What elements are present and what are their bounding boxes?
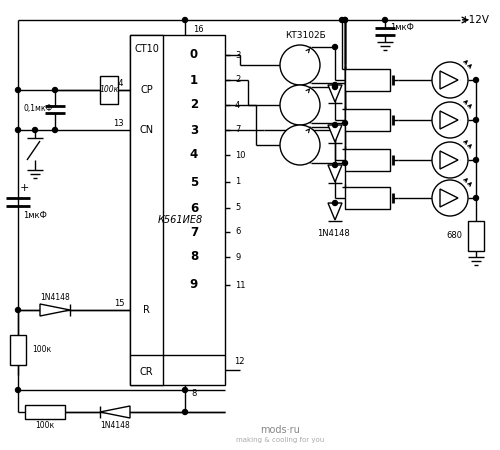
Circle shape [342, 121, 347, 126]
Text: 6: 6 [235, 228, 240, 237]
Circle shape [432, 142, 468, 178]
Text: 13: 13 [114, 118, 124, 127]
Text: К561ИЕ8: К561ИЕ8 [158, 215, 203, 225]
Bar [345, 69, 390, 91]
Text: 1: 1 [235, 177, 240, 186]
Text: 8: 8 [190, 251, 198, 264]
Text: 1N4148: 1N4148 [100, 420, 130, 429]
Circle shape [432, 102, 468, 138]
Text: 2: 2 [190, 99, 198, 112]
Circle shape [342, 161, 347, 166]
Circle shape [332, 201, 338, 206]
Text: 1мкФ: 1мкФ [390, 23, 414, 32]
Text: 100к: 100к [32, 346, 52, 355]
Circle shape [32, 127, 38, 132]
Text: 100к: 100к [100, 86, 118, 94]
Polygon shape [328, 165, 342, 182]
Text: 9: 9 [190, 279, 198, 292]
Polygon shape [328, 125, 342, 142]
Circle shape [332, 162, 338, 167]
Text: CN: CN [140, 125, 153, 135]
Text: 10: 10 [235, 150, 246, 159]
Text: 9: 9 [235, 252, 240, 261]
Circle shape [52, 87, 58, 93]
Text: 11: 11 [235, 280, 246, 289]
Text: 14: 14 [114, 78, 124, 87]
Text: 7: 7 [235, 126, 240, 135]
Text: 16: 16 [193, 26, 203, 35]
Circle shape [340, 18, 344, 22]
Text: 1N4148: 1N4148 [40, 293, 70, 302]
Bar [130, 35, 163, 385]
Bar [100, 76, 118, 104]
Bar [345, 109, 390, 131]
Polygon shape [328, 203, 342, 220]
Polygon shape [328, 85, 342, 102]
Polygon shape [40, 304, 70, 316]
Circle shape [280, 125, 320, 165]
Text: making & cooling for you: making & cooling for you [236, 437, 324, 443]
Text: CP: CP [140, 85, 153, 95]
Circle shape [342, 18, 347, 22]
Circle shape [182, 18, 188, 22]
Text: CR: CR [140, 367, 153, 377]
Circle shape [16, 307, 20, 312]
Text: 1мкФ: 1мкФ [23, 212, 47, 220]
Text: 6: 6 [190, 202, 198, 215]
Text: 680: 680 [446, 231, 462, 240]
Circle shape [474, 77, 478, 82]
Circle shape [182, 387, 188, 392]
Text: КТ3102Б: КТ3102Б [285, 31, 326, 40]
Circle shape [16, 127, 20, 132]
Circle shape [474, 117, 478, 122]
Text: 2: 2 [235, 76, 240, 85]
Text: 3: 3 [190, 123, 198, 136]
Circle shape [432, 62, 468, 98]
Bar [345, 187, 390, 209]
Text: 0: 0 [190, 49, 198, 62]
Bar [25, 405, 65, 419]
Text: СТ10: СТ10 [134, 44, 159, 54]
Bar [345, 149, 390, 171]
Circle shape [16, 387, 20, 392]
Text: 1N4148: 1N4148 [316, 229, 350, 238]
Circle shape [474, 158, 478, 162]
Text: 7: 7 [190, 225, 198, 238]
Text: 12: 12 [234, 357, 244, 366]
Circle shape [332, 45, 338, 50]
Circle shape [52, 127, 58, 132]
Circle shape [280, 45, 320, 85]
Text: 15: 15 [114, 298, 125, 307]
Circle shape [382, 18, 388, 22]
Bar [10, 335, 26, 365]
Text: 1: 1 [190, 73, 198, 86]
Text: 0,1мкФ: 0,1мкФ [24, 104, 53, 112]
Text: 5: 5 [190, 176, 198, 189]
Circle shape [332, 85, 338, 90]
Text: 4: 4 [235, 100, 240, 109]
Bar [468, 221, 484, 251]
Text: +: + [20, 183, 30, 193]
Text: +12V: +12V [461, 15, 490, 25]
Text: 100к: 100к [36, 420, 54, 429]
Circle shape [182, 410, 188, 414]
Circle shape [342, 18, 347, 22]
Text: 5: 5 [235, 203, 240, 212]
Text: mods·ru: mods·ru [260, 425, 300, 435]
Circle shape [474, 195, 478, 201]
Bar [130, 35, 225, 385]
Text: 4: 4 [190, 148, 198, 162]
Text: 3: 3 [235, 50, 240, 59]
Polygon shape [100, 406, 130, 418]
Circle shape [432, 180, 468, 216]
Text: R: R [143, 305, 150, 315]
Circle shape [332, 122, 338, 127]
Circle shape [332, 82, 338, 87]
Circle shape [280, 85, 320, 125]
Circle shape [16, 87, 20, 93]
Text: 8: 8 [191, 388, 196, 397]
